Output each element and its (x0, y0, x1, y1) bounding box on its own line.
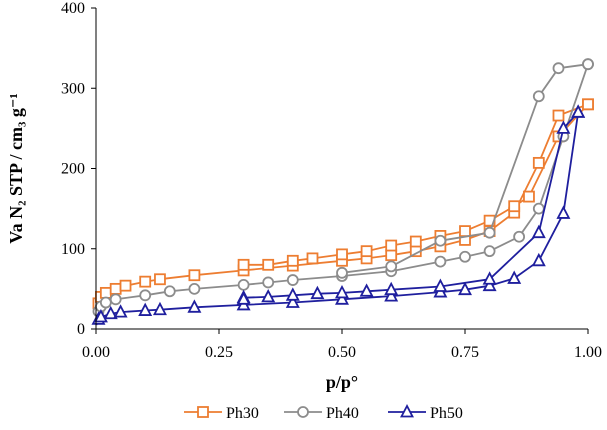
y-tick-label: 100 (61, 241, 85, 258)
ph40-point (188, 282, 201, 295)
ph50-point (384, 281, 399, 296)
ph40-point (99, 296, 112, 309)
ph40-point (552, 62, 565, 75)
ph50-point (458, 281, 472, 296)
y-tick-label: 200 (61, 161, 85, 178)
ph40-point (483, 226, 496, 239)
legend-label: Ph30 (226, 405, 259, 422)
y-ticks: 0 100 200 300 400 (61, 0, 96, 338)
ph50-point (103, 305, 118, 320)
ph40-point (459, 250, 471, 263)
y-axis-title: Va N₂ STP / cm₃ g⁻¹ (6, 93, 26, 244)
x-tick-label: 0.50 (328, 344, 356, 361)
plot-area (91, 58, 594, 326)
ph50-point (556, 120, 571, 134)
legend-marker (197, 406, 209, 418)
ph40-point (139, 289, 152, 302)
ph50-point (187, 299, 202, 313)
x-axis-title: p/p° (326, 372, 358, 392)
ph30-point (523, 190, 535, 203)
ph40-point (286, 274, 299, 286)
ph50-point (359, 283, 374, 297)
ph50-point (571, 104, 586, 118)
ph30-point (552, 109, 565, 122)
ph30-point (336, 248, 348, 261)
ph50-point (335, 291, 349, 305)
ph50-point (285, 287, 300, 301)
ph50-point (433, 278, 448, 292)
y-tick-label: 400 (61, 0, 85, 17)
ph40-point (336, 266, 348, 279)
legend-label: Ph50 (430, 405, 463, 422)
ph40-point (385, 260, 398, 273)
ph30-point (99, 286, 112, 299)
ph30-point (532, 156, 545, 169)
ph50-point (152, 301, 167, 316)
ph30-point (237, 258, 250, 271)
ph30-point (385, 249, 398, 262)
ph50-point (285, 294, 300, 308)
ph50-point (531, 224, 546, 239)
ph40-point (434, 234, 447, 247)
ph40-point (434, 255, 447, 268)
ph30-point (306, 252, 319, 265)
ph50-point (482, 277, 497, 292)
x-ticks: 0.00 0.25 0.50 0.75 1.00 (82, 329, 602, 361)
ph50-point (531, 252, 546, 267)
ph50-point (335, 284, 349, 299)
ph30-point (262, 258, 275, 271)
x-tick-label: 0.75 (451, 344, 479, 361)
ph40-point (163, 285, 176, 298)
ph30-point (139, 275, 152, 288)
ph50-point (261, 288, 276, 303)
y-tick-label: 300 (61, 80, 85, 97)
ph40-point (483, 245, 496, 258)
ph30-point (409, 235, 422, 248)
ph30-point (188, 269, 201, 282)
ph50-point (384, 288, 399, 302)
ph40-point (262, 276, 275, 289)
legend-marker (297, 406, 309, 418)
legend-item-ph50: Ph50 (388, 404, 463, 422)
ph30-point (360, 245, 373, 258)
ph30-point (109, 282, 122, 295)
legend-marker (400, 404, 414, 418)
series-ph40 (92, 58, 594, 320)
x-tick-label: 0.25 (205, 344, 233, 361)
ph40-point (513, 230, 526, 243)
x-tick-label: 0.00 (82, 344, 110, 361)
ph30-point (508, 200, 521, 213)
ph40-point (582, 58, 594, 71)
series-ph50 (91, 104, 586, 326)
ph50-point (310, 285, 325, 300)
ph40-point (532, 202, 545, 215)
ph30-point (582, 98, 594, 111)
x-tick-label: 1.00 (574, 344, 602, 361)
y-tick-label: 0 (77, 321, 85, 338)
ph50-point (138, 302, 153, 316)
ph40-point (532, 90, 545, 103)
legend-label: Ph40 (326, 405, 359, 422)
series-ph30 (92, 98, 594, 318)
ph50-point (556, 205, 571, 219)
ph50-point (236, 291, 251, 305)
ph40-point (237, 278, 250, 291)
ph30-point (154, 273, 166, 286)
ph50-point (93, 309, 108, 323)
ph30-point (385, 239, 398, 252)
ph40-point (109, 293, 122, 306)
ph50-point (507, 270, 522, 284)
ph30-point (119, 279, 132, 292)
ph30-point (459, 225, 471, 237)
ph30-point (286, 254, 299, 267)
ph50-point (113, 304, 128, 318)
legend: Ph30 Ph40 Ph50 (184, 404, 463, 422)
legend-item-ph40: Ph40 (284, 405, 359, 422)
legend-item-ph30: Ph30 (184, 405, 259, 422)
ph50-point (482, 271, 497, 285)
